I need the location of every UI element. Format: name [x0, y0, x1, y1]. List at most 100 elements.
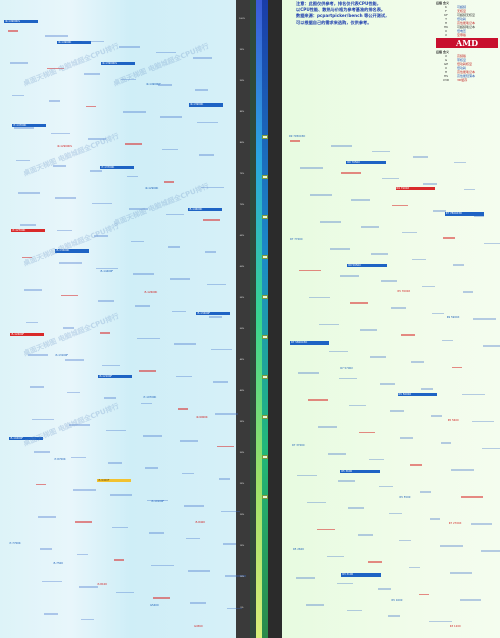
- ladder-row-decoration: [399, 539, 411, 542]
- ladder-row-decoration: [14, 127, 34, 129]
- ladder-row-decoration: [339, 377, 357, 380]
- intel-cpu-entry: i5-13600K: [55, 249, 89, 253]
- ladder-row-decoration: [176, 375, 192, 378]
- ladder-row-decoration: [12, 94, 24, 97]
- ladder-row-decoration: [172, 310, 186, 313]
- ladder-row-decoration: [135, 305, 150, 307]
- note-line-4: 可以根据自己的需求来选购，仅供参考。: [296, 19, 372, 25]
- ladder-row-decoration: [462, 393, 485, 396]
- ladder-row-decoration: [461, 496, 483, 498]
- score-label: 50%: [239, 328, 245, 330]
- ladder-row-decoration: [28, 354, 48, 356]
- ladder-row-decoration: [195, 89, 208, 91]
- ladder-row-decoration: [378, 588, 391, 590]
- score-label: 100%: [239, 18, 245, 20]
- ladder-row-decoration: [317, 528, 335, 531]
- intel-cpu-entry: i7-8700K: [54, 458, 66, 462]
- ladder-row-decoration: [59, 262, 82, 264]
- ladder-row-decoration: [350, 302, 368, 304]
- ladder-row-decoration: [34, 451, 50, 453]
- ladder-row-decoration: [340, 275, 359, 277]
- amd-legend-header: 后缀 含义: [436, 50, 450, 54]
- ladder-row-decoration: [156, 51, 176, 54]
- score-label: 65%: [239, 235, 245, 237]
- tier-marker: [262, 375, 268, 379]
- intel-cpu-entry: i7-10700K: [143, 395, 157, 399]
- amd-logo: AMD: [436, 38, 498, 48]
- ladder-row-decoration: [160, 116, 182, 118]
- ladder-row-decoration: [441, 442, 451, 444]
- ladder-row-decoration: [45, 35, 68, 37]
- ladder-row-decoration: [471, 523, 492, 525]
- ladder-row-decoration: [199, 154, 214, 156]
- score-label: 5%: [240, 607, 244, 609]
- ladder-row-decoration: [141, 402, 152, 405]
- ladder-row-decoration: [432, 312, 444, 315]
- ladder-row-decoration: [10, 62, 28, 64]
- ladder-row-decoration: [125, 143, 142, 145]
- amd-cpu-entry: R9 7950X3D: [289, 135, 306, 138]
- ladder-row-decoration: [298, 372, 319, 374]
- ladder-row-decoration: [472, 420, 494, 423]
- ladder-row-decoration: [88, 138, 106, 140]
- ladder-row-decoration: [24, 289, 42, 291]
- ladder-row-decoration: [184, 505, 204, 507]
- ladder-row-decoration: [463, 291, 473, 293]
- intel-cpu-entry: i7-14700K: [12, 124, 46, 128]
- ladder-row-decoration: [32, 418, 54, 421]
- intel-cpu-entry: i7-7700K: [9, 541, 21, 545]
- legend-code: F: [445, 9, 447, 13]
- ladder-row-decoration: [193, 57, 212, 59]
- ladder-row-decoration: [42, 580, 62, 583]
- ladder-row-decoration: [180, 440, 198, 442]
- ladder-row-decoration: [119, 46, 140, 48]
- ladder-row-decoration: [391, 307, 406, 309]
- performance-scale-strip: [236, 0, 282, 638]
- legend-row: KF 可超频无核显: [436, 13, 498, 17]
- note-line-3: 数据来源：pcpartpicker/bench 等公开测试，: [296, 13, 390, 19]
- amd-cpu-entry: R7 5800X3D: [290, 341, 330, 345]
- ladder-row-decoration: [38, 516, 56, 518]
- ladder-row-decoration: [166, 213, 184, 216]
- ladder-row-decoration: [482, 447, 500, 450]
- intel-cpu-entry: i5-8400: [195, 520, 205, 524]
- legend-code: KF: [444, 13, 448, 17]
- ladder-row-decoration: [92, 202, 112, 205]
- amd-cpu-entry: R7 2700X: [448, 521, 462, 525]
- ladder-row-decoration: [147, 499, 168, 502]
- ladder-row-decoration: [51, 132, 70, 135]
- ladder-row-decoration: [422, 285, 435, 288]
- usage-note: 注意：此图仅供参考，排名仅代表CPU性能， 以CPU性能、散热与价格为参考基准的…: [296, 1, 432, 26]
- ladder-row-decoration: [460, 599, 481, 601]
- score-label: 25%: [239, 483, 245, 485]
- ladder-row-decoration: [359, 431, 375, 434]
- score-label: 85%: [239, 111, 245, 113]
- intel-cpu-entry: i5-13400F: [196, 312, 230, 316]
- ladder-row-decoration: [423, 183, 437, 185]
- legend-desc: 低电压: [457, 29, 467, 33]
- intel-cpu-entry: i3-8100: [97, 583, 107, 587]
- ladder-row-decoration: [388, 615, 400, 617]
- ladder-row-decoration: [431, 415, 442, 417]
- ladder-row-decoration: [73, 489, 96, 491]
- ladder-row-decoration: [474, 215, 484, 218]
- score-label: 40%: [239, 390, 245, 392]
- ladder-row-decoration: [114, 559, 124, 561]
- ladder-row-decoration: [178, 408, 188, 410]
- amd-legend-desc: 高性能笔记本: [457, 70, 476, 74]
- ladder-row-decoration: [121, 78, 136, 81]
- intel-cpu-entry: G5400: [150, 604, 159, 608]
- legend-desc: 可超频无核显: [457, 13, 476, 17]
- amd-legend-row: X 高频版: [436, 54, 498, 58]
- ladder-row-decoration: [296, 577, 315, 579]
- intel-cpu-entry: i9-12900K: [145, 186, 159, 190]
- tier-marker: [262, 415, 268, 419]
- amd-cpu-entry: R3 3100: [341, 573, 381, 577]
- tier-marker: [262, 135, 268, 139]
- tier-marker: [262, 175, 268, 179]
- amd-cpu-entry: R7 5700X: [340, 367, 353, 371]
- amd-legend-desc: 高频版: [457, 54, 467, 58]
- amd-cpu-entry: R7 3700X: [292, 444, 305, 448]
- ladder-row-decoration: [419, 593, 429, 596]
- ladder-row-decoration: [8, 30, 18, 32]
